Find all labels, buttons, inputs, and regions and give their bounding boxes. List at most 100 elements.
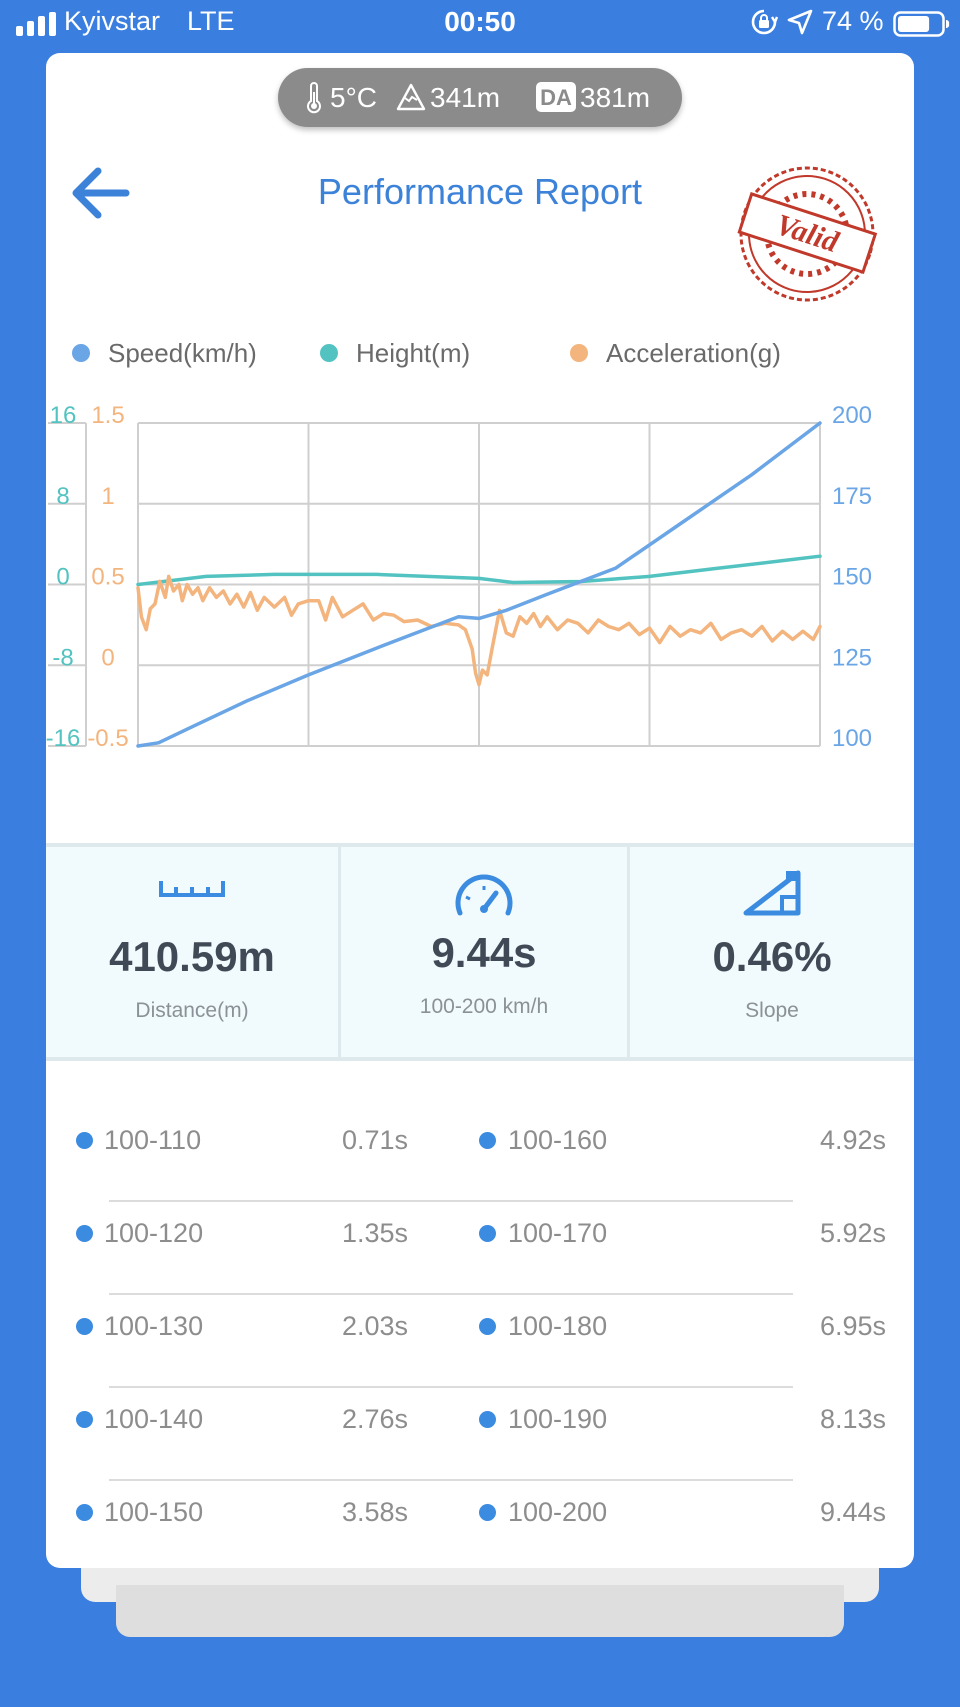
stat-distance: 410.59m Distance(m) — [46, 847, 338, 1057]
ruler-icon — [159, 881, 225, 897]
split-item: 100-200 9.44s — [446, 1484, 890, 1540]
split-item: 100-150 3.58s — [46, 1484, 446, 1540]
split-time: 3.58s — [341, 1497, 408, 1527]
stat-slope: 0.46% Slope — [630, 847, 914, 1057]
status-bar: Kyivstar LTE 00:50 74 % — [0, 0, 960, 50]
height-tick-label: 0 — [56, 564, 69, 591]
split-dot — [76, 1132, 93, 1149]
split-range: 100-190 — [508, 1404, 608, 1434]
legend-dot — [72, 344, 90, 362]
page-title: Performance Report — [317, 171, 643, 212]
acceleration-tick-label: 0.5 — [91, 564, 124, 591]
split-dot — [479, 1411, 496, 1428]
clock: 00:50 — [444, 6, 516, 37]
legend-label: Height(m) — [356, 338, 471, 368]
battery-icon — [893, 11, 950, 37]
height-tick-label: 8 — [56, 483, 69, 510]
legend-dot — [570, 344, 588, 362]
split-time: 5.92s — [819, 1218, 886, 1248]
distance-value: 410.59m — [109, 933, 275, 980]
slope-label: Slope — [745, 999, 799, 1022]
battery-percent: 74 % — [822, 6, 884, 36]
split-time: 2.03s — [341, 1311, 408, 1341]
acceleration-tick-label: 1 — [101, 483, 114, 510]
split-range: 100-130 — [104, 1311, 204, 1341]
row-divider — [109, 1386, 793, 1388]
stat-time: 9.44s 100-200 km/h — [341, 847, 627, 1057]
split-time: 0.71s — [341, 1125, 408, 1155]
split-dot — [479, 1225, 496, 1242]
series-line-speed — [136, 421, 822, 748]
speedometer-icon — [455, 874, 513, 916]
split-item: 100-160 4.92s — [446, 1112, 890, 1168]
split-row: 100-120 1.35s 100-170 5.92s — [46, 1205, 914, 1297]
divider — [627, 847, 630, 1057]
split-time: 2.76s — [341, 1404, 408, 1434]
split-item: 100-110 0.71s — [46, 1112, 446, 1168]
back-arrow-icon[interactable] — [68, 165, 132, 221]
split-dot — [479, 1318, 496, 1335]
legend-label: Speed(km/h) — [108, 338, 257, 368]
split-range: 100-110 — [104, 1125, 202, 1155]
environment-info: 5°C 341m DA 381m — [278, 68, 682, 127]
thermometer-icon — [307, 82, 321, 114]
stats-panel: 410.59m Distance(m) 9.44s 100-200 km/h 0… — [46, 843, 914, 1061]
speed-tick-label: 150 — [832, 564, 872, 591]
distance-label: Distance(m) — [135, 999, 249, 1022]
mountain-icon — [396, 83, 426, 111]
split-dot — [76, 1225, 93, 1242]
split-item: 100-140 2.76s — [46, 1391, 446, 1447]
speed-tick-label: 100 — [832, 725, 872, 752]
split-time: 4.92s — [819, 1125, 886, 1155]
altitude-value: 341m — [430, 82, 501, 113]
height-tick-label: 16 — [50, 402, 77, 429]
split-time: 6.95s — [819, 1311, 886, 1341]
density-altitude-badge: DA — [536, 82, 576, 112]
carrier-name: Kyivstar — [64, 6, 161, 36]
split-range: 100-140 — [104, 1404, 204, 1434]
split-row: 100-140 2.76s 100-190 8.13s — [46, 1391, 914, 1483]
legend-dot — [320, 344, 338, 362]
da-badge-label: DA — [540, 85, 572, 110]
valid-stamp: Valid — [737, 166, 878, 302]
slope-icon — [743, 870, 801, 916]
split-item: 100-170 5.92s — [446, 1205, 890, 1261]
split-row: 100-150 3.58s 100-200 9.44s — [46, 1484, 914, 1568]
speed-tick-label: 200 — [832, 402, 872, 429]
rotation-lock-icon — [751, 9, 778, 35]
signal-strength-icon — [16, 12, 56, 36]
time-value: 9.44s — [431, 929, 537, 976]
split-range: 100-150 — [104, 1497, 204, 1527]
split-item: 100-190 8.13s — [446, 1391, 890, 1447]
split-item: 100-120 1.35s — [46, 1205, 446, 1261]
series-line-acceleration — [136, 574, 822, 687]
slope-value: 0.46% — [712, 933, 832, 980]
split-dot — [76, 1318, 93, 1335]
split-item: 100-130 2.03s — [46, 1298, 446, 1354]
performance-chart: 16 8 0 -8 -16 1.5 1 0.5 0 -0.5 200 175 150 125 100 — [46, 402, 872, 752]
acceleration-tick-label: 1.5 — [91, 402, 124, 429]
row-divider — [109, 1200, 793, 1202]
split-dot — [479, 1504, 496, 1521]
card-stack-shadow — [116, 1585, 844, 1637]
split-range: 100-180 — [508, 1311, 608, 1341]
speed-tick-label: 175 — [832, 483, 872, 510]
split-time: 9.44s — [819, 1497, 886, 1527]
split-row: 100-130 2.03s 100-180 6.95s — [46, 1298, 914, 1390]
speed-tick-label: 125 — [832, 644, 872, 671]
time-label: 100-200 km/h — [419, 995, 549, 1018]
location-arrow-icon — [787, 9, 813, 35]
split-time: 8.13s — [819, 1404, 886, 1434]
series-line-height — [136, 554, 822, 587]
split-dot — [479, 1132, 496, 1149]
split-range: 100-170 — [508, 1218, 608, 1248]
temperature-value: 5°C — [330, 82, 377, 113]
split-time: 1.35s — [341, 1218, 408, 1248]
split-range: 100-200 — [508, 1497, 608, 1527]
row-divider — [109, 1479, 793, 1481]
split-dot — [76, 1411, 93, 1428]
density-altitude-value: 381m — [580, 82, 651, 113]
split-item: 100-180 6.95s — [446, 1298, 890, 1354]
split-dot — [76, 1504, 93, 1521]
divider — [338, 847, 341, 1057]
